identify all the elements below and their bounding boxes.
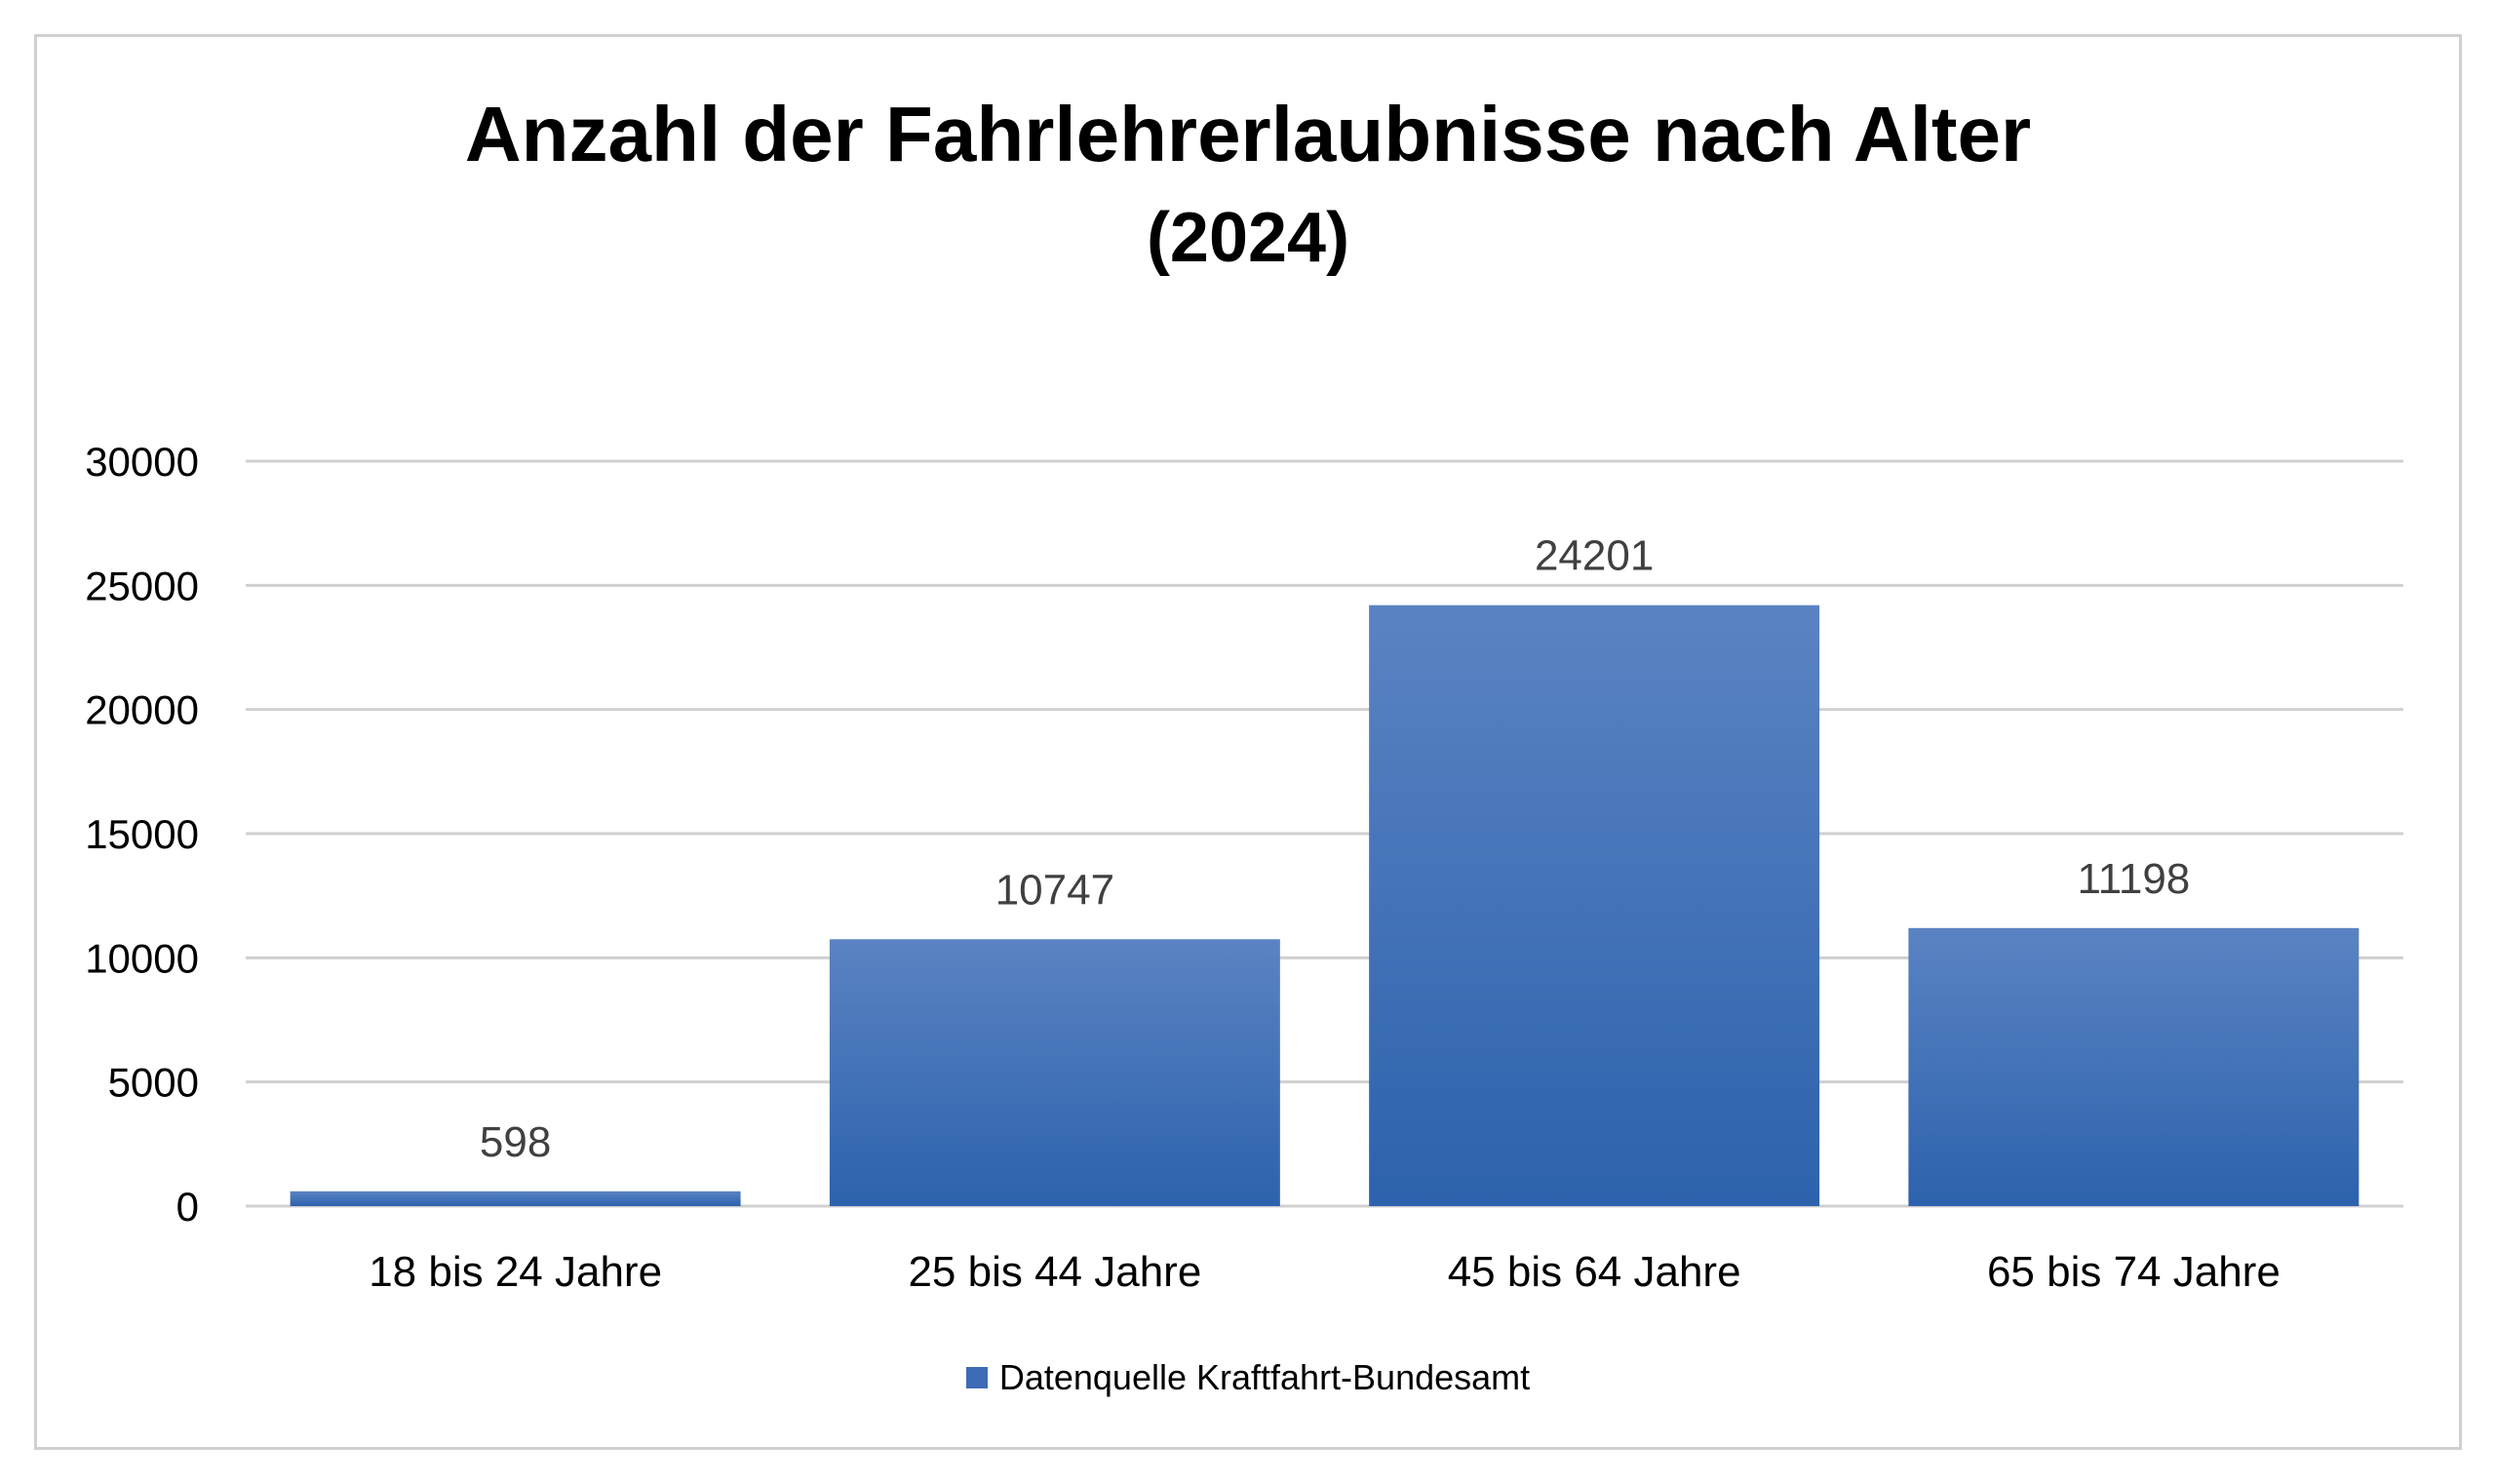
y-axis-tick-labels: 0 5000 10000 15000 20000 25000 30000 xyxy=(85,439,199,1230)
legend-label: Datenquelle Kraftfahrt-Bundesamt xyxy=(998,1357,1531,1397)
y-tick-label: 20000 xyxy=(85,687,199,733)
chart-subtitle: (2024) xyxy=(1146,199,1350,277)
y-tick-label: 25000 xyxy=(85,563,199,608)
data-label-4: 11198 xyxy=(2077,855,2190,903)
data-label-3: 24201 xyxy=(1535,532,1654,580)
y-tick-label: 30000 xyxy=(85,439,199,485)
data-label-1: 598 xyxy=(480,1118,551,1166)
y-tick-label: 15000 xyxy=(85,811,199,857)
bars xyxy=(290,605,2360,1206)
x-axis-category-labels: 18 bis 24 Jahre 25 bis 44 Jahre 45 bis 64 … xyxy=(369,1248,2281,1296)
bar-2 xyxy=(829,939,1280,1206)
legend-swatch xyxy=(965,1367,988,1388)
y-tick-label: 0 xyxy=(176,1184,199,1230)
data-label-2: 10747 xyxy=(995,866,1114,914)
category-label-4: 65 bis 74 Jahre xyxy=(1987,1248,2281,1296)
legend: Datenquelle Kraftfahrt-Bundesamt xyxy=(0,1355,2496,1400)
chart-title: Anzahl der Fahrlehrerlaubnisse nach Alte… xyxy=(464,91,2032,177)
category-label-3: 45 bis 64 Jahre xyxy=(1448,1248,1741,1296)
chart-frame xyxy=(34,34,2462,1450)
bar-3 xyxy=(1369,605,1820,1206)
data-labels: 598 10747 24201 11198 xyxy=(480,532,2190,1166)
bar-1 xyxy=(290,1191,741,1206)
y-tick-label: 10000 xyxy=(85,935,199,981)
bar-4 xyxy=(1908,927,2360,1206)
category-label-1: 18 bis 24 Jahre xyxy=(369,1248,662,1296)
y-tick-label: 5000 xyxy=(108,1060,199,1106)
category-label-2: 25 bis 44 Jahre xyxy=(908,1248,1201,1296)
